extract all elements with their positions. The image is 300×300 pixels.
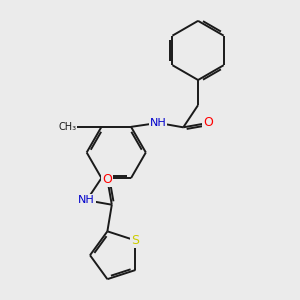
Text: CH₃: CH₃	[58, 122, 76, 132]
Text: S: S	[131, 234, 140, 247]
Text: NH: NH	[78, 195, 95, 205]
Text: O: O	[203, 116, 213, 129]
Text: O: O	[102, 173, 112, 186]
Text: NH: NH	[150, 118, 166, 128]
